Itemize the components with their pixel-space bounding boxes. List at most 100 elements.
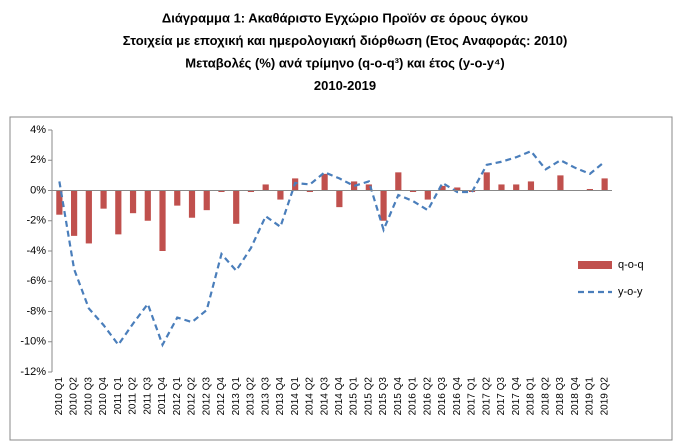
x-tick-group: 2010 Q4 bbox=[98, 377, 109, 416]
x-tick-label: 2011 Q1 bbox=[113, 377, 124, 415]
x-tick-group: 2014 Q1 bbox=[290, 377, 301, 416]
bar bbox=[159, 190, 166, 251]
x-tick-label: 2017 Q4 bbox=[511, 377, 522, 416]
x-tick-group: 2018 Q4 bbox=[570, 377, 581, 416]
x-tick-label: 2019 Q1 bbox=[585, 377, 596, 416]
bar bbox=[144, 190, 151, 221]
y-tick-label: 0% bbox=[30, 184, 46, 196]
x-tick-group: 2011 Q3 bbox=[142, 377, 153, 415]
x-tick-label: 2010 Q4 bbox=[98, 377, 109, 416]
x-tick-label: 2016 Q1 bbox=[408, 377, 419, 416]
bar bbox=[601, 178, 608, 191]
bar bbox=[513, 184, 520, 191]
x-tick-label: 2016 Q3 bbox=[437, 377, 448, 416]
x-tick-group: 2013 Q2 bbox=[246, 377, 257, 416]
y-tick-label: -12% bbox=[20, 366, 46, 378]
x-tick-group: 2012 Q2 bbox=[187, 377, 198, 416]
bar bbox=[586, 188, 593, 191]
x-tick-label: 2012 Q4 bbox=[216, 377, 227, 416]
x-tick-label: 2015 Q1 bbox=[349, 377, 360, 416]
x-tick-group: 2018 Q2 bbox=[540, 377, 551, 416]
x-tick-group: 2019 Q2 bbox=[599, 377, 610, 416]
x-tick-group: 2017 Q4 bbox=[511, 377, 522, 416]
bar bbox=[174, 190, 181, 206]
bar bbox=[424, 190, 431, 200]
bar bbox=[380, 190, 387, 221]
x-tick-group: 2016 Q2 bbox=[422, 377, 433, 416]
bar bbox=[262, 184, 269, 191]
x-tick-group: 2010 Q1 bbox=[54, 377, 65, 416]
bar bbox=[527, 181, 535, 191]
bar bbox=[336, 190, 343, 208]
y-tick-label: -8% bbox=[26, 305, 46, 317]
x-tick-group: 2013 Q4 bbox=[275, 377, 286, 416]
x-tick-group: 2016 Q1 bbox=[408, 377, 419, 416]
bar bbox=[498, 184, 505, 191]
x-tick-group: 2011 Q4 bbox=[157, 377, 168, 415]
x-tick-label: 2011 Q2 bbox=[128, 377, 139, 415]
x-tick-label: 2012 Q3 bbox=[201, 377, 212, 416]
x-tick-label: 2019 Q2 bbox=[599, 377, 610, 416]
line bbox=[58, 149, 606, 348]
bar bbox=[71, 190, 78, 236]
bar bbox=[233, 190, 240, 224]
bar bbox=[483, 172, 490, 191]
x-tick-label: 2018 Q1 bbox=[526, 377, 537, 416]
chart-title: Διάγραμμα 1: Ακαθάριστο Εγχώριο Προϊόν σ… bbox=[162, 10, 529, 25]
x-tick-group: 2017 Q3 bbox=[496, 377, 507, 416]
x-tick-label: 2017 Q3 bbox=[496, 377, 507, 416]
x-tick-group: 2015 Q2 bbox=[363, 377, 374, 416]
x-tick-label: 2011 Q4 bbox=[157, 377, 168, 415]
x-tick-group: 2010 Q2 bbox=[69, 377, 80, 416]
bar bbox=[203, 190, 210, 211]
x-tick-group: 2011 Q1 bbox=[113, 377, 124, 415]
legend-swatch bbox=[578, 261, 612, 269]
bar bbox=[557, 175, 564, 191]
chart-title: Μεταβολές (%) ανά τρίμηνο (q-o-q³) και έ… bbox=[185, 55, 504, 70]
bar bbox=[277, 190, 284, 200]
x-tick-label: 2016 Q4 bbox=[452, 377, 463, 416]
x-tick-group: 2014 Q2 bbox=[305, 377, 316, 416]
bar bbox=[56, 190, 63, 215]
x-tick-group: 2019 Q1 bbox=[585, 377, 596, 416]
x-tick-label: 2015 Q4 bbox=[393, 377, 404, 416]
x-tick-group: 2015 Q4 bbox=[393, 377, 404, 416]
bar bbox=[188, 190, 196, 218]
bar bbox=[129, 190, 137, 214]
x-tick-group: 2015 Q3 bbox=[378, 377, 389, 416]
bar bbox=[439, 185, 446, 191]
x-tick-label: 2014 Q2 bbox=[305, 377, 316, 416]
x-tick-group: 2017 Q2 bbox=[481, 377, 492, 416]
bar bbox=[365, 184, 372, 191]
x-tick-label: 2013 Q3 bbox=[260, 377, 271, 416]
x-tick-label: 2013 Q4 bbox=[275, 377, 286, 416]
x-tick-group: 2012 Q3 bbox=[201, 377, 212, 416]
chart-title: Στοιχεία με εποχική και ημερολογιακή διό… bbox=[123, 33, 568, 48]
x-tick-label: 2010 Q2 bbox=[69, 377, 80, 416]
bar bbox=[100, 190, 107, 209]
x-tick-group: 2018 Q3 bbox=[555, 377, 566, 416]
bar bbox=[247, 190, 255, 193]
bar bbox=[351, 181, 358, 191]
x-tick-label: 2010 Q1 bbox=[54, 377, 65, 416]
y-tick-label: -6% bbox=[26, 275, 46, 287]
legend-label: y-o-y bbox=[618, 286, 643, 298]
bar bbox=[306, 190, 313, 193]
x-tick-group: 2013 Q3 bbox=[260, 377, 271, 416]
x-tick-label: 2017 Q1 bbox=[467, 377, 478, 416]
bar bbox=[218, 190, 225, 193]
x-tick-label: 2016 Q2 bbox=[422, 377, 433, 416]
y-tick-label: -10% bbox=[20, 336, 46, 348]
x-tick-label: 2017 Q2 bbox=[481, 377, 492, 416]
y-tick-label: 2% bbox=[30, 154, 46, 166]
chart-frame bbox=[9, 116, 673, 441]
x-tick-label: 2010 Q3 bbox=[83, 377, 94, 416]
x-tick-group: 2012 Q4 bbox=[216, 377, 227, 416]
x-tick-label: 2014 Q1 bbox=[290, 377, 301, 416]
x-tick-label: 2014 Q4 bbox=[334, 377, 345, 416]
bar bbox=[321, 173, 328, 191]
x-tick-group: 2011 Q2 bbox=[128, 377, 139, 415]
x-tick-label: 2018 Q3 bbox=[555, 377, 566, 416]
x-tick-group: 2016 Q3 bbox=[437, 377, 448, 416]
